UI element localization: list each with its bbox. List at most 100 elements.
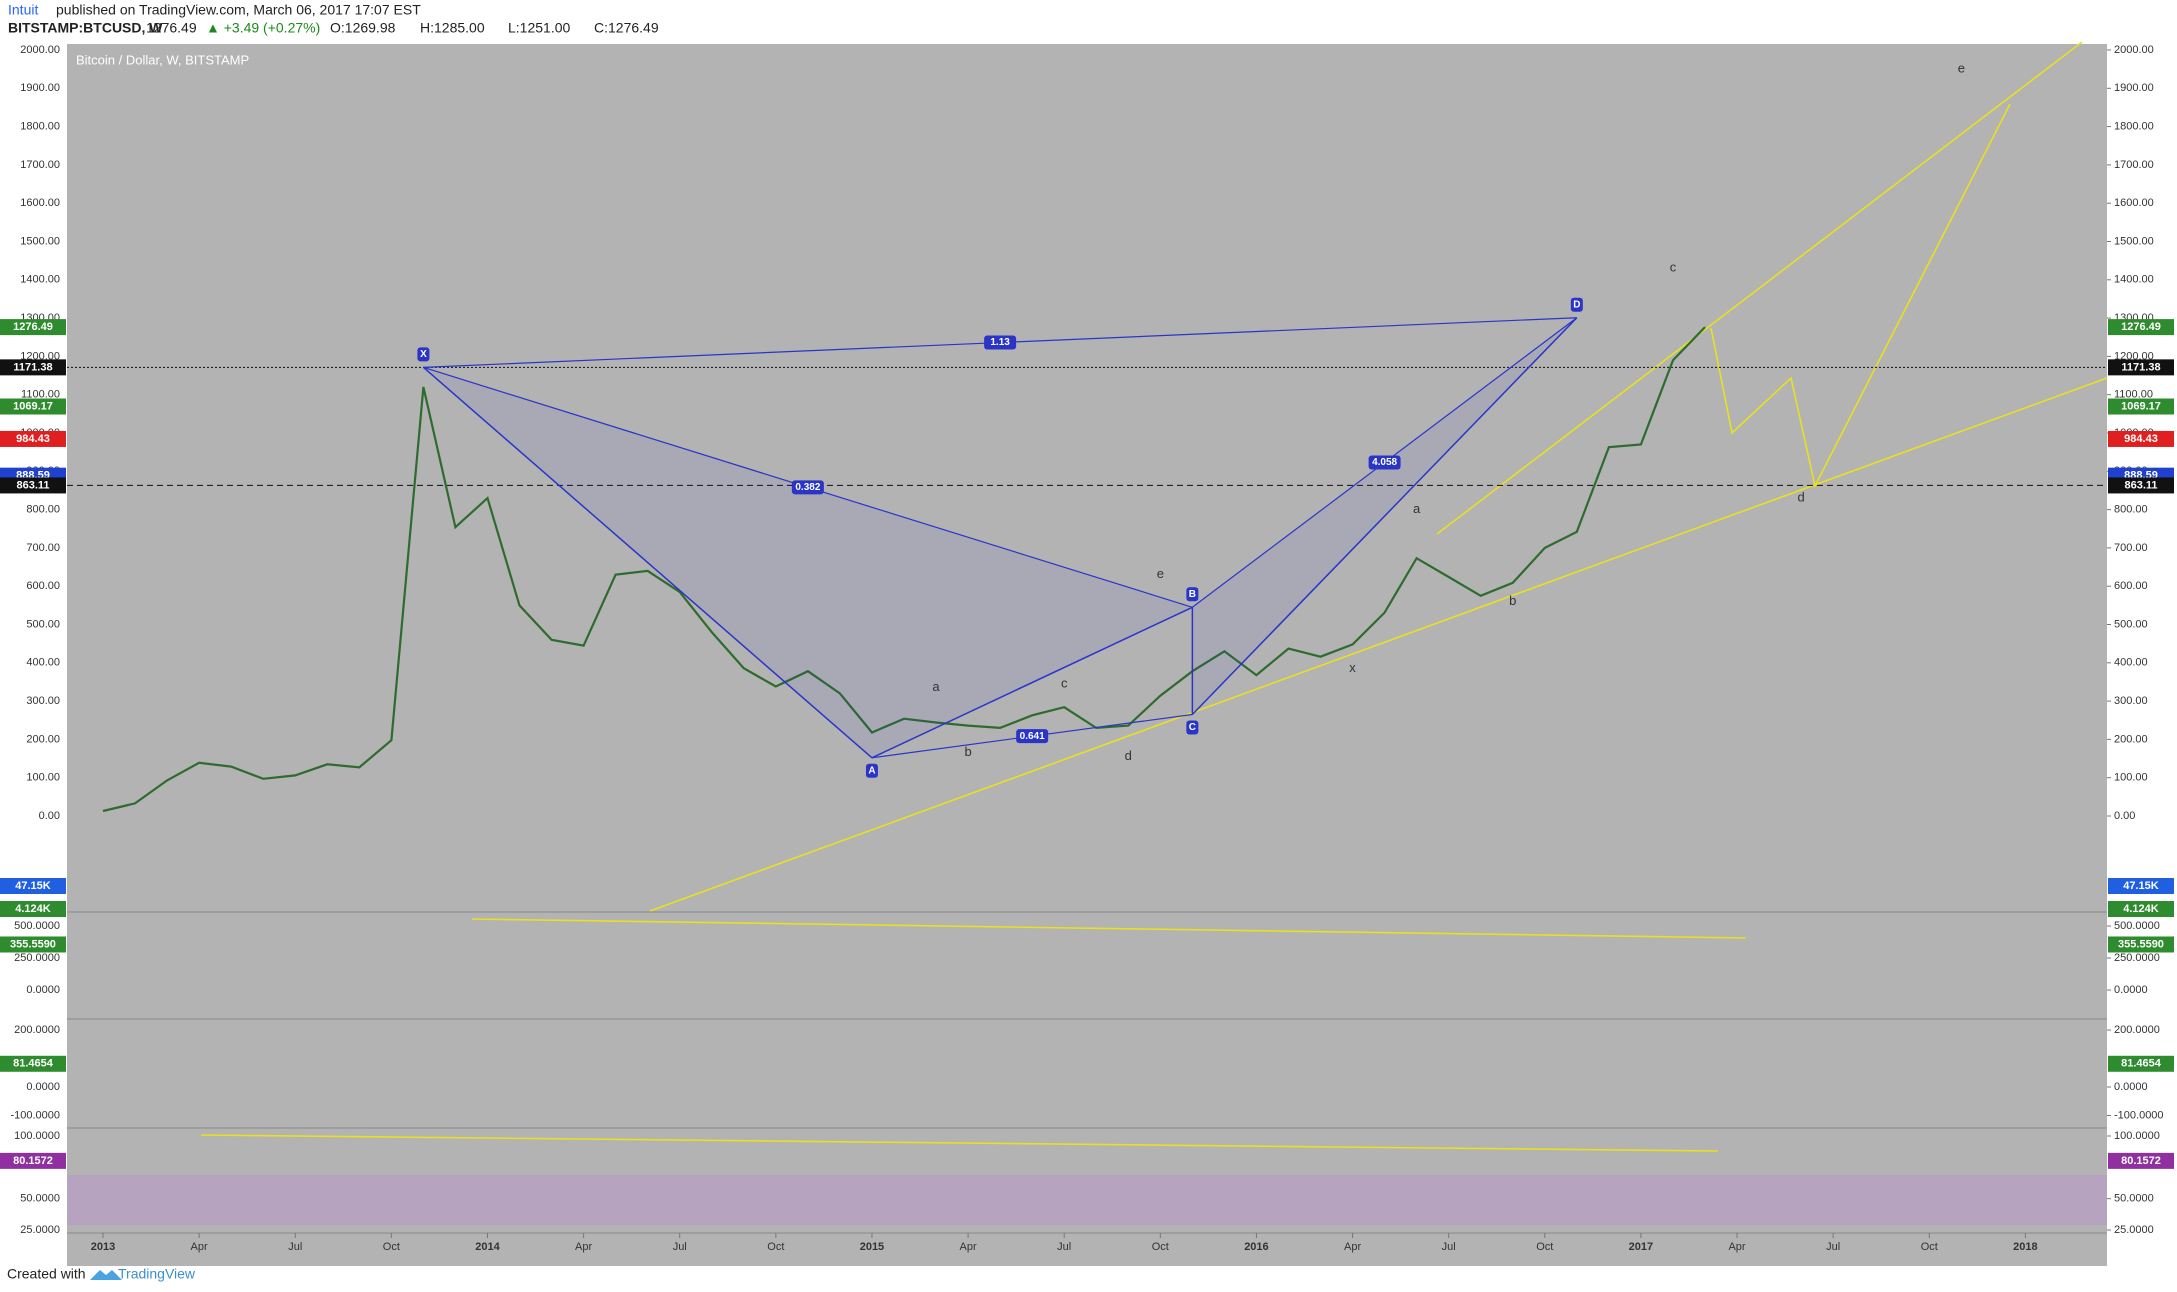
y-tick-label: 250.0000	[2114, 952, 2160, 964]
y-tick-label: 100.0000	[14, 1130, 60, 1142]
y-tick-label: 1700.00	[20, 159, 60, 171]
annotation: e	[1157, 566, 1164, 581]
y-tick-label: 50.0000	[2114, 1193, 2154, 1205]
y-tick-label: 25.0000	[2114, 1224, 2154, 1236]
y-tick-label: 1400.00	[20, 274, 60, 286]
x-tick-label: Apr	[1344, 1241, 1361, 1253]
y-tick-label: 600.00	[2114, 580, 2148, 592]
x-tick-label: Apr	[191, 1241, 208, 1253]
y-tick-label: 0.00	[2114, 810, 2135, 822]
y-tick-label: 200.0000	[14, 1024, 60, 1036]
annotation: a	[1413, 501, 1421, 516]
ratio-badge	[984, 335, 1017, 350]
trend-lines	[200, 41, 2108, 1152]
annotation: c	[1061, 675, 1068, 690]
pattern-leg	[1191, 317, 1578, 716]
x-tick-label: Jul	[1057, 1241, 1071, 1253]
price-badge	[2108, 901, 2174, 917]
y-tick-label: 100.00	[26, 772, 60, 784]
annotation: c	[1670, 260, 1677, 275]
ratio-label: 1.13	[990, 337, 1010, 348]
price-line	[102, 326, 1706, 813]
annotation: a	[932, 679, 940, 694]
annotation: b	[964, 744, 971, 759]
price-badge-label: 1069.17	[13, 400, 53, 412]
point-badge	[865, 763, 878, 778]
price-badge	[0, 319, 66, 336]
price-badge	[0, 430, 66, 447]
point-badge	[1186, 587, 1199, 602]
price-badge	[2108, 359, 2174, 376]
price-badge	[2108, 319, 2174, 336]
y-tick-label: 1800.00	[20, 121, 60, 133]
y-tick-label: 2000.00	[20, 44, 60, 56]
ratio-label: 0.382	[795, 482, 820, 493]
y-tick-label: 400.00	[26, 657, 60, 669]
y-tick-label: 1200.00	[20, 350, 60, 362]
macd-divergence	[471, 918, 1747, 939]
point-label: X	[420, 349, 427, 360]
x-tick-label: Jul	[1826, 1241, 1840, 1253]
price-badge-label: 4.124K	[15, 903, 51, 915]
x-tick-label: Oct	[1921, 1241, 1938, 1253]
y-tick-label: 1100.00	[2114, 389, 2153, 401]
annotation: d	[1798, 490, 1805, 505]
rsi-divergence	[200, 1134, 1719, 1152]
pattern-leg	[871, 606, 1193, 759]
pattern-leg	[422, 366, 873, 759]
y-tick-label: 1900.00	[20, 82, 60, 94]
price-badge	[2108, 1152, 2174, 1169]
publisher[interactable]: Intuit	[8, 2, 38, 18]
price-badge-label: 81.4654	[2121, 1058, 2162, 1070]
price-badge	[2108, 936, 2174, 953]
x-tick-label: Oct	[1536, 1241, 1553, 1253]
price-badge	[0, 1152, 66, 1169]
x-tick-label: 2018	[2013, 1241, 2037, 1253]
price-badge	[2108, 878, 2174, 894]
brand[interactable]: TradingView	[118, 1266, 196, 1282]
y-tick-label: 500.00	[2114, 618, 2148, 630]
price-badge	[0, 398, 66, 415]
price-badge	[0, 1055, 66, 1072]
x-tick-label: Oct	[1152, 1241, 1169, 1253]
price-badge-label: 1276.49	[13, 321, 53, 333]
y-tick-label: 200.0000	[2114, 1024, 2160, 1036]
y-tick-label: 500.00	[26, 618, 60, 630]
y-tick-label: 1600.00	[20, 197, 60, 209]
point-label: D	[1573, 299, 1580, 310]
y-tick-label: 1700.00	[2114, 159, 2154, 171]
y-tick-label: 600.00	[26, 580, 60, 592]
x-tick-label: Apr	[575, 1241, 592, 1253]
price-badge-label: 355.5590	[2118, 938, 2164, 950]
y-tick-label: 1800.00	[2114, 121, 2154, 133]
price-badge-label: 863.11	[16, 479, 49, 491]
projection-path	[1710, 103, 2011, 489]
y-tick-label: 1200.00	[2114, 350, 2154, 362]
y-tick-label: 1500.00	[20, 235, 60, 247]
y-tick-label: 0.0000	[26, 984, 60, 996]
price-badge-label: 355.5590	[10, 938, 56, 950]
price-badge	[2108, 430, 2174, 447]
annotation: e	[1958, 61, 1965, 76]
y-tick-label: 1100.00	[21, 389, 60, 401]
last-price: 1276.49	[146, 20, 197, 36]
annotation: x	[1349, 660, 1356, 675]
y-tick-label: 250.0000	[14, 952, 60, 964]
y-tick-label: -100.0000	[2114, 1109, 2164, 1121]
x-tick-label: 2015	[860, 1241, 884, 1253]
open: O:1269.98	[330, 20, 396, 36]
x-tick-label: Jul	[673, 1241, 687, 1253]
y-tick-label: 700.00	[2114, 542, 2148, 554]
change: ▲ +3.49 (+0.27%)	[206, 20, 320, 36]
price-badge-label: 47.15K	[15, 880, 51, 892]
point-label: C	[1189, 722, 1196, 733]
y-tick-label: 1600.00	[2114, 197, 2154, 209]
y-tick-label: 100.00	[2114, 772, 2148, 784]
y-tick-label: 50.0000	[20, 1193, 60, 1205]
price-badge	[0, 878, 66, 894]
price-badge-label: 1171.38	[13, 361, 52, 373]
chart-title: Bitcoin / Dollar, W, BITSTAMP	[76, 52, 249, 67]
ratio-label: 0.641	[1020, 731, 1045, 742]
y-tick-label: 200.00	[2114, 733, 2148, 745]
y-tick-label: 800.00	[2114, 504, 2148, 516]
